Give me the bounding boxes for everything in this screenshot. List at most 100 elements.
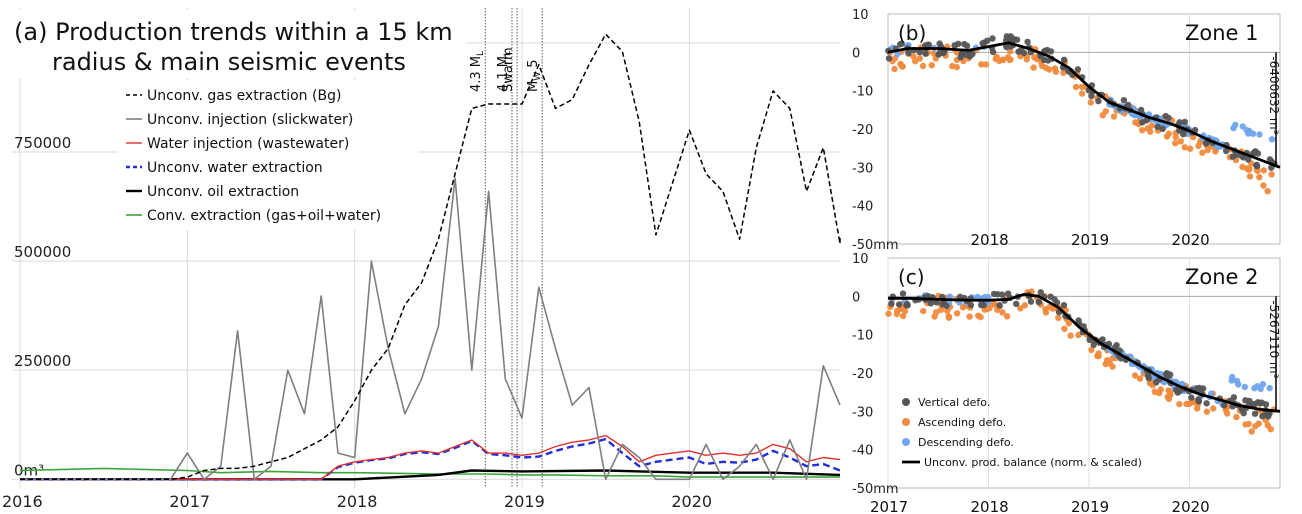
series-line-1: [20, 177, 841, 481]
data-point-vertical: [885, 55, 893, 62]
data-point-ascending: [999, 309, 1006, 316]
data-point-ascending: [1256, 174, 1263, 181]
data-point-ascending: [1260, 167, 1267, 174]
data-point-ascending: [1267, 426, 1274, 433]
data-point-vertical: [1060, 302, 1068, 309]
data-point-vertical: [1176, 119, 1183, 126]
data-point-descending: [1257, 385, 1264, 392]
data-point-ascending: [933, 309, 940, 316]
series-line-0: [20, 33, 841, 481]
data-point-vertical: [1173, 386, 1180, 394]
data-point-vertical: [1159, 125, 1166, 132]
data-point-ascending: [999, 56, 1006, 63]
data-point-vertical: [1095, 97, 1102, 105]
data-point-vertical: [951, 42, 958, 49]
data-point-vertical: [916, 49, 923, 56]
data-point-vertical: [927, 300, 934, 307]
data-point-vertical: [1139, 119, 1146, 126]
data-point-ascending: [953, 63, 960, 71]
data-point-ascending: [1268, 171, 1275, 178]
legend-swatch: [902, 438, 910, 446]
data-point-ascending: [1166, 388, 1174, 396]
legend-swatch: [902, 418, 910, 426]
data-point-vertical: [1053, 299, 1061, 306]
data-point-vertical: [1086, 336, 1093, 343]
x-tick-label: 2019: [1071, 231, 1109, 249]
chart-zone-1: 2018 2019 2020 10 0 -10 -20 -30 -40 -50mm -6400632…: [850, 0, 1290, 250]
data-point-descending: [1241, 383, 1248, 391]
data-point-ascending: [1177, 138, 1184, 145]
data-point-ascending: [1199, 149, 1206, 156]
y-tick-label: -50mm: [852, 482, 899, 497]
data-point-ascending: [1255, 420, 1262, 427]
data-point-descending: [1245, 130, 1252, 137]
data-point-ascending: [1110, 113, 1118, 120]
data-point-ascending: [899, 312, 907, 320]
data-point-vertical: [957, 54, 964, 61]
data-point-vertical: [1040, 56, 1048, 63]
chart-title: (a) Production trends within a 15 km: [14, 18, 453, 46]
data-point-ascending: [1254, 167, 1261, 174]
event-label-main: M: [526, 81, 541, 92]
x-tick-label: 2019: [1071, 498, 1109, 514]
data-point-vertical: [989, 35, 996, 42]
data-point-ascending: [945, 314, 953, 321]
data-point-ascending: [928, 61, 935, 69]
x-tick-label: 2017: [169, 492, 210, 511]
data-point-ascending: [1095, 350, 1102, 357]
legend-background: [118, 80, 418, 230]
plot-frame: [887, 13, 1281, 245]
data-point-vertical: [1047, 293, 1054, 300]
x-tick-label: 2020: [1172, 498, 1210, 514]
data-point-vertical: [896, 41, 904, 48]
data-point-ascending: [1067, 332, 1074, 339]
legend-label: Unconv. injection (slickwater): [147, 112, 353, 128]
legend-label: Descending defo.: [918, 436, 1014, 449]
data-point-ascending: [1051, 65, 1059, 72]
data-point-vertical: [1251, 410, 1259, 417]
data-point-vertical: [1262, 401, 1270, 408]
data-point-vertical: [1222, 147, 1230, 155]
event-label: 4.3 ML: [469, 51, 486, 92]
data-point-descending: [894, 50, 901, 58]
data-point-vertical: [1253, 162, 1261, 170]
y-tick-label: 250000: [14, 352, 71, 370]
legend-label: Unconv. oil extraction: [147, 184, 299, 200]
event-label-sub: L: [503, 51, 513, 56]
event-label-sub: L: [476, 51, 486, 56]
legend-label: Unconv. prod. balance (norm. & scaled): [924, 456, 1142, 469]
data-point-ascending: [1004, 313, 1011, 320]
x-tick-label: 2016: [2, 492, 43, 511]
data-point-vertical: [1254, 399, 1262, 406]
data-point-ascending: [1046, 66, 1053, 73]
panel-title: (c): [898, 265, 925, 289]
data-point-vertical: [998, 291, 1006, 298]
data-point-ascending: [1163, 133, 1171, 140]
data-point-vertical: [1037, 289, 1044, 296]
data-point-vertical: [1240, 154, 1247, 161]
data-point-ascending: [885, 310, 892, 317]
y-tick-label: 750000: [14, 134, 71, 152]
event-label-sub: W: [533, 72, 543, 81]
zone-label: Zone 1: [1185, 21, 1259, 45]
data-point-ascending: [1049, 305, 1057, 312]
data-point-ascending: [1148, 122, 1155, 129]
data-point-vertical: [895, 301, 903, 308]
data-point-vertical: [1060, 56, 1068, 63]
panel-title: (b): [898, 21, 926, 45]
title-background: [8, 10, 466, 78]
data-point-ascending: [910, 53, 917, 60]
plot-background: [850, 250, 1290, 514]
data-point-ascending: [1038, 62, 1046, 69]
x-tick-label: 2018: [971, 231, 1009, 249]
data-point-ascending: [1186, 145, 1194, 152]
data-point-ascending: [977, 313, 984, 321]
legend-label: Vertical defo.: [918, 396, 990, 409]
data-point-ascending: [1176, 400, 1183, 408]
data-point-vertical: [1088, 92, 1095, 100]
event-label-main: 4.3 M: [469, 56, 484, 92]
data-point-ascending: [1099, 112, 1106, 119]
event-label-text: 4.1 ML: [496, 51, 513, 92]
data-point-vertical: [1075, 317, 1082, 324]
data-point-ascending: [1017, 305, 1024, 312]
